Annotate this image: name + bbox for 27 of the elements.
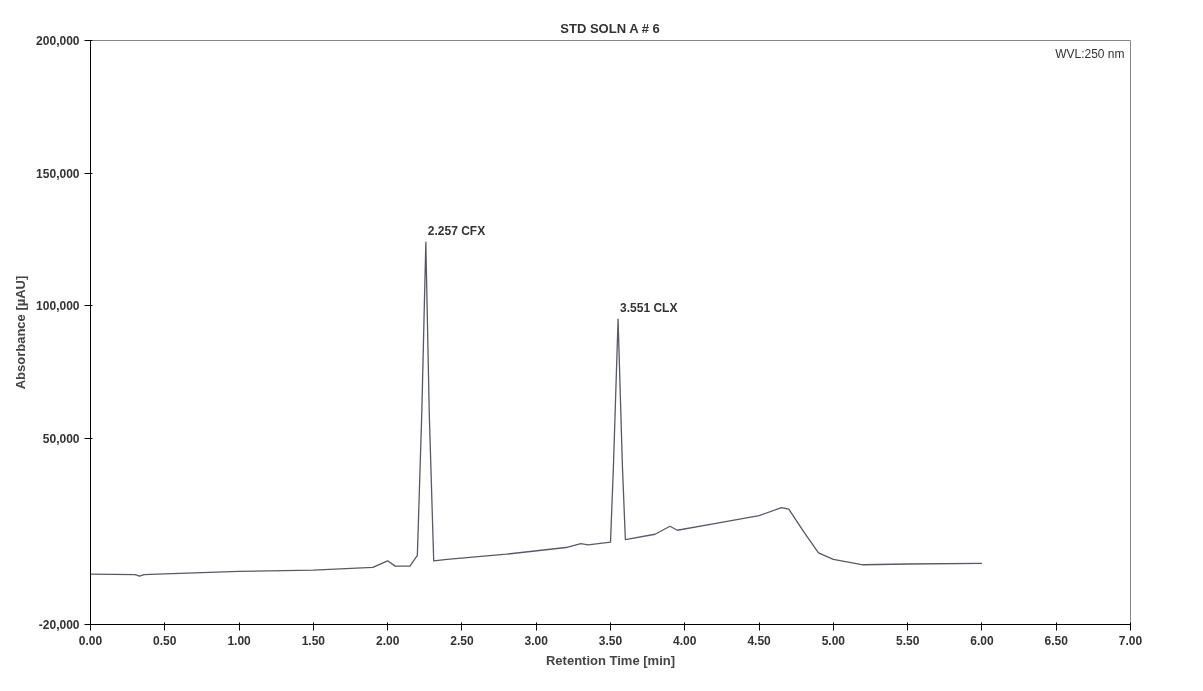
- annotation: 2.257 CFX: [427, 224, 486, 239]
- y-tick-label: 150,000: [36, 166, 80, 181]
- x-tick-label: 0.50: [153, 633, 177, 648]
- x-tick-label: 0.00: [78, 633, 103, 648]
- x-tick-label: 5.00: [821, 633, 846, 648]
- annotation: 3.551 CLX: [620, 301, 678, 316]
- x-tick-label: 5.50: [895, 633, 920, 648]
- x-tick-label: 4.00: [673, 633, 697, 648]
- x-axis-title: Retention Time [min]: [545, 652, 676, 668]
- y-tick-label: 100,000: [36, 299, 80, 314]
- chart-title: STD SOLN A # 6: [560, 20, 660, 36]
- x-tick-label: 2.00: [375, 633, 400, 648]
- x-tick-label: 1.50: [301, 633, 326, 648]
- x-tick-label: 6.00: [970, 633, 994, 648]
- x-tick-label: 6.50: [1044, 633, 1069, 648]
- x-tick-label: 4.50: [747, 633, 772, 648]
- y-tick-label: -20,000: [38, 618, 80, 632]
- x-tick-label: 7.00: [1118, 633, 1143, 648]
- x-tick-label: 2.50: [450, 633, 474, 648]
- y-tick-label: 200,000: [36, 34, 80, 48]
- x-tick-label: 3.00: [524, 633, 549, 648]
- y-tick-label: 50,000: [42, 432, 80, 447]
- annotation: WVL:250 nm: [1055, 46, 1125, 61]
- x-tick-label: 3.50: [598, 633, 623, 648]
- line-series: [90, 241, 983, 577]
- x-tick-label: 1.00: [227, 633, 252, 648]
- y-axis-title: Absorbance [µAU]: [13, 275, 29, 390]
